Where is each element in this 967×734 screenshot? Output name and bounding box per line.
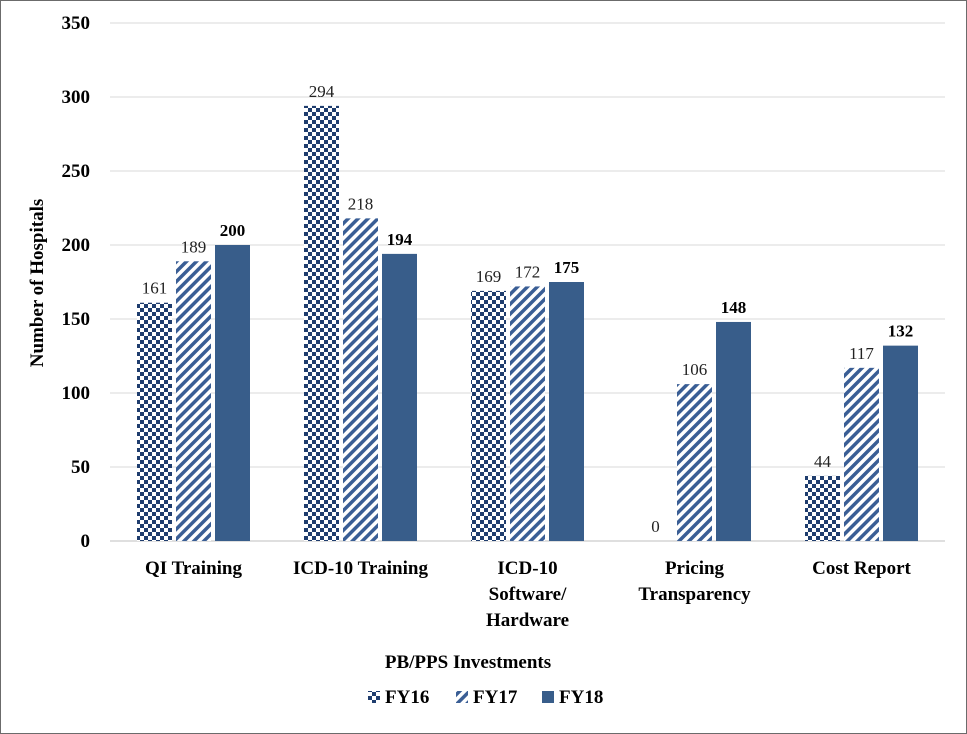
bar-fy18 bbox=[382, 253, 417, 541]
bar-fy18 bbox=[549, 282, 584, 541]
legend-label: FY18 bbox=[559, 687, 603, 708]
x-category-labels: QI Training ICD-10 Training ICD-10 Software… bbox=[145, 558, 911, 631]
data-label: 0 bbox=[651, 517, 660, 536]
bars bbox=[137, 105, 918, 542]
bar-fy17 bbox=[510, 286, 545, 541]
bar-fy17 bbox=[176, 261, 211, 541]
data-label: 132 bbox=[888, 322, 914, 341]
data-label: 194 bbox=[387, 230, 413, 249]
data-label: 161 bbox=[142, 279, 168, 298]
bar-fy17 bbox=[677, 384, 712, 541]
y-tick-labels: 0 50 100 150 200 250 300 350 bbox=[62, 13, 91, 552]
bar-fy16 bbox=[805, 475, 840, 541]
x-category-label: ICD-10 bbox=[497, 558, 557, 579]
x-category-label: Transparency bbox=[638, 584, 751, 605]
bar-fy17 bbox=[844, 367, 879, 541]
x-category-label: Software/ bbox=[489, 584, 567, 605]
data-label: 117 bbox=[849, 344, 874, 363]
x-category-label: Pricing bbox=[665, 558, 725, 579]
y-axis-title: Number of Hospitals bbox=[27, 199, 48, 368]
x-axis-title: PB/PPS Investments bbox=[385, 652, 551, 673]
y-tick-label: 0 bbox=[81, 531, 91, 552]
data-labels: 161 189 200 294 218 194 169 172 175 0 106 148 44 117 1… bbox=[142, 82, 914, 536]
y-tick-label: 200 bbox=[62, 235, 91, 256]
x-category-label: Hardware bbox=[486, 610, 569, 631]
data-label: 172 bbox=[515, 262, 541, 281]
bar-fy18 bbox=[215, 245, 250, 541]
y-tick-label: 100 bbox=[62, 383, 91, 404]
y-tick-label: 300 bbox=[62, 87, 91, 108]
y-tick-label: 150 bbox=[62, 309, 91, 330]
legend: FY16 FY17 FY18 bbox=[368, 687, 603, 708]
x-category-label: QI Training bbox=[145, 558, 242, 579]
bar-fy16 bbox=[471, 290, 506, 541]
legend-swatch-fy17 bbox=[456, 691, 468, 703]
data-label: 106 bbox=[682, 360, 708, 379]
x-category-label: ICD-10 Training bbox=[293, 558, 428, 579]
bar-fy17 bbox=[343, 218, 378, 542]
data-label: 44 bbox=[814, 452, 832, 471]
legend-label: FY16 bbox=[385, 687, 429, 708]
bar-fy16 bbox=[304, 105, 339, 541]
legend-swatch-fy16 bbox=[368, 691, 380, 703]
legend-swatch-fy18 bbox=[542, 691, 554, 703]
bar-fy18 bbox=[883, 345, 918, 541]
y-tick-label: 350 bbox=[62, 13, 91, 34]
data-label: 148 bbox=[721, 298, 747, 317]
data-label: 169 bbox=[476, 267, 502, 286]
data-label: 218 bbox=[348, 194, 374, 213]
y-tick-label: 250 bbox=[62, 161, 91, 182]
y-tick-label: 50 bbox=[71, 457, 90, 478]
data-label: 189 bbox=[181, 237, 207, 256]
legend-label: FY17 bbox=[473, 687, 518, 708]
data-label: 200 bbox=[220, 221, 246, 240]
x-category-label: Cost Report bbox=[812, 558, 911, 579]
data-label: 175 bbox=[554, 258, 580, 277]
bar-fy16 bbox=[137, 302, 172, 541]
bar-fy18 bbox=[716, 321, 751, 541]
data-label: 294 bbox=[309, 82, 335, 101]
